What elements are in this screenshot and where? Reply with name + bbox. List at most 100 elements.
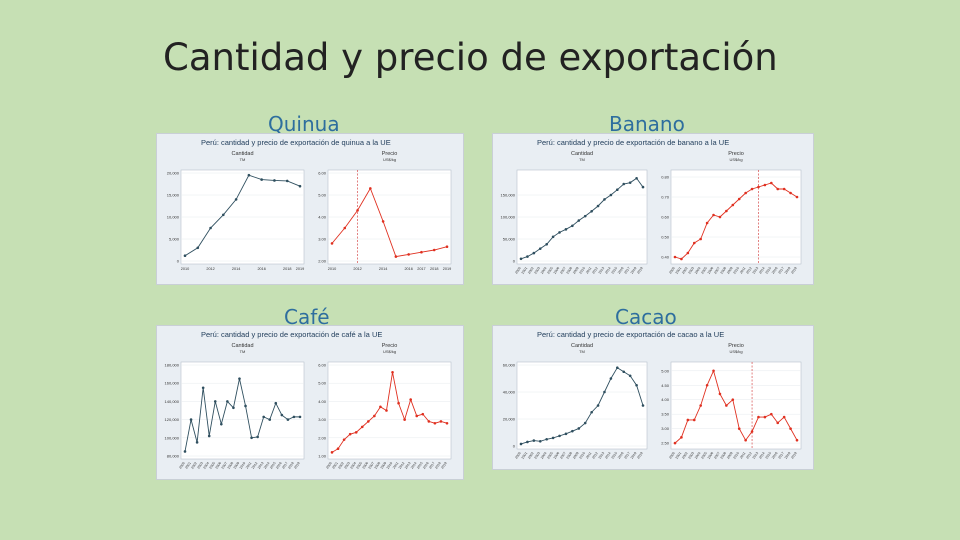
cacao-quantity-point (545, 437, 548, 441)
banano-price-ytick-label: 0.80 (661, 175, 670, 180)
cacao-quantity-point (538, 439, 542, 443)
cafe-quantity-point (201, 386, 205, 390)
cafe-quantity-xtick-label: 2006 (215, 461, 223, 470)
banano-price-label: Precio (728, 151, 744, 157)
banano-price-point (789, 191, 792, 195)
banano-price-xtick-label: 2013 (752, 266, 760, 275)
cafe-quantity-point (286, 418, 290, 421)
cafe-quantity-xtick-label: 2002 (190, 461, 198, 470)
banano-price-xtick-label: 2005 (700, 266, 708, 275)
cafe-quantity-xtick-label: 2012 (251, 461, 259, 470)
cacao-price-xtick-label: 2010 (732, 451, 740, 460)
quinua-price-point (445, 245, 449, 248)
cacao-quantity-point (571, 429, 574, 433)
banano-quantity-xtick-label: 2018 (630, 266, 638, 275)
cacao-price-point (699, 404, 702, 407)
banano-price-point (680, 257, 683, 261)
cacao-quantity-xtick-label: 2003 (533, 451, 541, 460)
cafe-price-point (336, 447, 340, 451)
quinua-price-point (330, 242, 334, 245)
cacao-quantity-ytick-label: 40,000 (503, 390, 516, 395)
cafe-price-point (373, 414, 376, 418)
cacao-price-xtick-label: 2007 (713, 451, 721, 460)
quinua-price-point (420, 250, 423, 254)
cafe-quantity-xtick-label: 2013 (257, 461, 265, 470)
banano-price-xtick-label: 2014 (758, 266, 766, 275)
banano-price-xtick-label: 2011 (739, 266, 747, 274)
banano-quantity-xtick-label: 2019 (636, 266, 644, 275)
banano-quantity-xtick-label: 2005 (546, 266, 554, 275)
cacao-quantity-xtick-label: 2007 (559, 451, 567, 460)
banano-quantity-xtick-label: 2009 (572, 266, 580, 275)
quinua-price-xtick-label: 2016 (404, 267, 412, 271)
cafe-quantity-point (195, 441, 199, 444)
banano-price-point (750, 187, 754, 191)
banano-quantity-point (616, 188, 619, 192)
cafe-price-xtick-label: 2004 (349, 461, 357, 470)
cafe-quantity-ytick-label: 160,000 (165, 381, 180, 386)
cafe-price-xtick-label: 2011 (392, 461, 400, 469)
cafe-quantity-point (238, 377, 241, 380)
cacao-price-point (731, 398, 735, 402)
cacao-price-xtick-label: 2014 (758, 451, 766, 460)
banano-quantity-point (641, 185, 645, 189)
cafe-quantity-ytick-label: 180,000 (165, 363, 180, 368)
cacao-quantity-label: Cantidad (571, 343, 593, 349)
banano-quantity-xtick-label: 2016 (617, 266, 625, 275)
cafe-quantity-xtick-label: 2008 (227, 461, 235, 470)
cacao-price-xtick-label: 2008 (720, 451, 728, 460)
cafe-price-xtick-label: 2013 (404, 461, 412, 470)
chart-svg-cafe: Perú: cantidad y precio de exportación d… (165, 330, 452, 470)
banano-price-point (686, 251, 690, 255)
cafe-price-point (421, 412, 425, 416)
cafe-quantity-ytick-label: 100,000 (165, 435, 180, 440)
cacao-price-point (744, 438, 747, 442)
quinua-price-unit: US$/kg (383, 157, 396, 162)
cafe-quantity-point (232, 406, 235, 410)
chart-svg-quinua: Perú: cantidad y precio de exportación d… (167, 138, 452, 271)
cacao-quantity-xtick-label: 2012 (591, 451, 599, 460)
cafe-price-point (348, 432, 352, 436)
banano-quantity-point (519, 257, 523, 261)
cacao-quantity-xtick-label: 2009 (572, 451, 580, 460)
cafe-price-xtick-label: 2001 (331, 461, 339, 470)
cacao-quantity-ytick-label: 0 (513, 444, 516, 449)
chart-svg-banano: Perú: cantidad y precio de exportación d… (501, 138, 802, 275)
banano-price-xtick-label: 2001 (675, 266, 683, 275)
cafe-quantity-point (268, 418, 272, 421)
cacao-price-xtick-label: 2002 (681, 451, 689, 460)
banano-quantity-xtick-label: 2015 (611, 266, 619, 275)
banano-quantity-xtick-label: 2006 (553, 266, 561, 275)
cacao-quantity-point (641, 404, 645, 407)
banano-quantity-ytick-label: 150,000 (501, 193, 516, 198)
cacao-price-xtick-label: 2013 (752, 451, 760, 460)
quinua-quantity-xtick-label: 2016 (257, 267, 265, 271)
quinua-price-ytick-label: 3.00 (318, 237, 327, 242)
banano-quantity-point (532, 251, 536, 255)
quinua-quantity-point (298, 184, 302, 188)
cafe-price-ytick-label: 1.00 (318, 454, 327, 459)
banano-price-point (770, 181, 773, 185)
cacao-price-point (692, 418, 696, 422)
cafe-quantity-point (213, 400, 217, 403)
banano-quantity-point (564, 228, 568, 231)
cafe-price-point (342, 438, 346, 441)
quinua-price-xtick-label: 2014 (379, 267, 387, 271)
quinua-price-point (343, 226, 347, 230)
cafe-price-plot-area (327, 361, 452, 460)
quinua-price-point (432, 248, 436, 252)
cacao-price-point (795, 438, 799, 442)
cafe-quantity-xtick-label: 2018 (287, 461, 295, 470)
quinua-quantity-ytick-label: 20,000 (167, 171, 180, 176)
cafe-price-ytick-label: 6.00 (318, 363, 327, 368)
banano-price-xtick-label: 2016 (771, 266, 779, 275)
quinua-quantity-point (247, 173, 251, 177)
quinua-price-xtick-label: 2018 (430, 267, 438, 271)
cacao-price-point (776, 421, 780, 425)
cafe-quantity-xtick-label: 2011 (245, 461, 253, 469)
banano-quantity-point (545, 242, 548, 246)
quinua-price-point (369, 187, 372, 190)
cacao-quantity-point (609, 377, 613, 380)
cacao-price-xtick-label: 2003 (687, 451, 695, 460)
cafe-quantity-point (244, 404, 247, 408)
